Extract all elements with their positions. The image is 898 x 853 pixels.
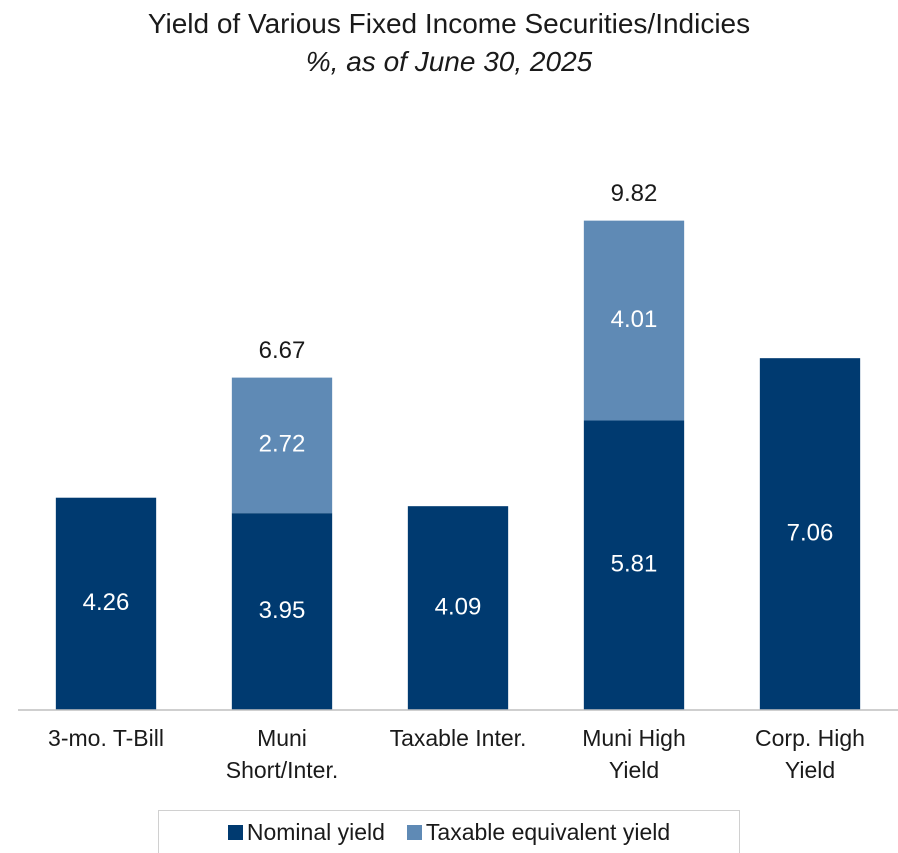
data-label: 4.01: [611, 306, 658, 333]
bar-segment: [231, 513, 333, 710]
legend-label: Taxable equivalent yield: [425, 818, 671, 845]
x-tick-label: Muni High Yield: [582, 725, 686, 783]
data-label: 7.06: [787, 519, 834, 546]
data-label: 3.95: [259, 597, 306, 624]
legend-label: Nominal yield: [246, 818, 385, 845]
chart-subtitle: %, as of June 30, 2025: [305, 46, 593, 77]
chart-title: Yield of Various Fixed Income Securities…: [147, 8, 751, 39]
total-label: 9.82: [611, 180, 658, 207]
data-label: 2.72: [259, 431, 306, 458]
x-tick-label: Muni Short/Inter.: [225, 725, 339, 783]
bar-segment: [583, 220, 685, 421]
x-tick-label: Taxable Inter.: [389, 725, 527, 751]
x-tick-label: Corp. High Yield: [755, 725, 865, 783]
data-label: 4.09: [435, 593, 482, 620]
bar-segment: [55, 497, 157, 710]
legend-item: Taxable equivalent yield: [406, 818, 671, 846]
x-tick-label: 3-mo. T-Bill: [48, 725, 164, 751]
total-label: 6.67: [259, 337, 306, 364]
bar-segment: [407, 506, 509, 710]
data-label: 4.26: [83, 589, 130, 616]
legend-item: Nominal yield: [227, 818, 385, 846]
bar-segment: [759, 358, 861, 710]
data-label: 5.81: [611, 551, 658, 578]
legend-swatch: [227, 824, 243, 840]
legend: Nominal yield Taxable equivalent yield: [158, 810, 740, 853]
bar-segment: [583, 420, 685, 710]
bar-segment: [231, 377, 333, 514]
legend-swatch: [406, 824, 422, 840]
